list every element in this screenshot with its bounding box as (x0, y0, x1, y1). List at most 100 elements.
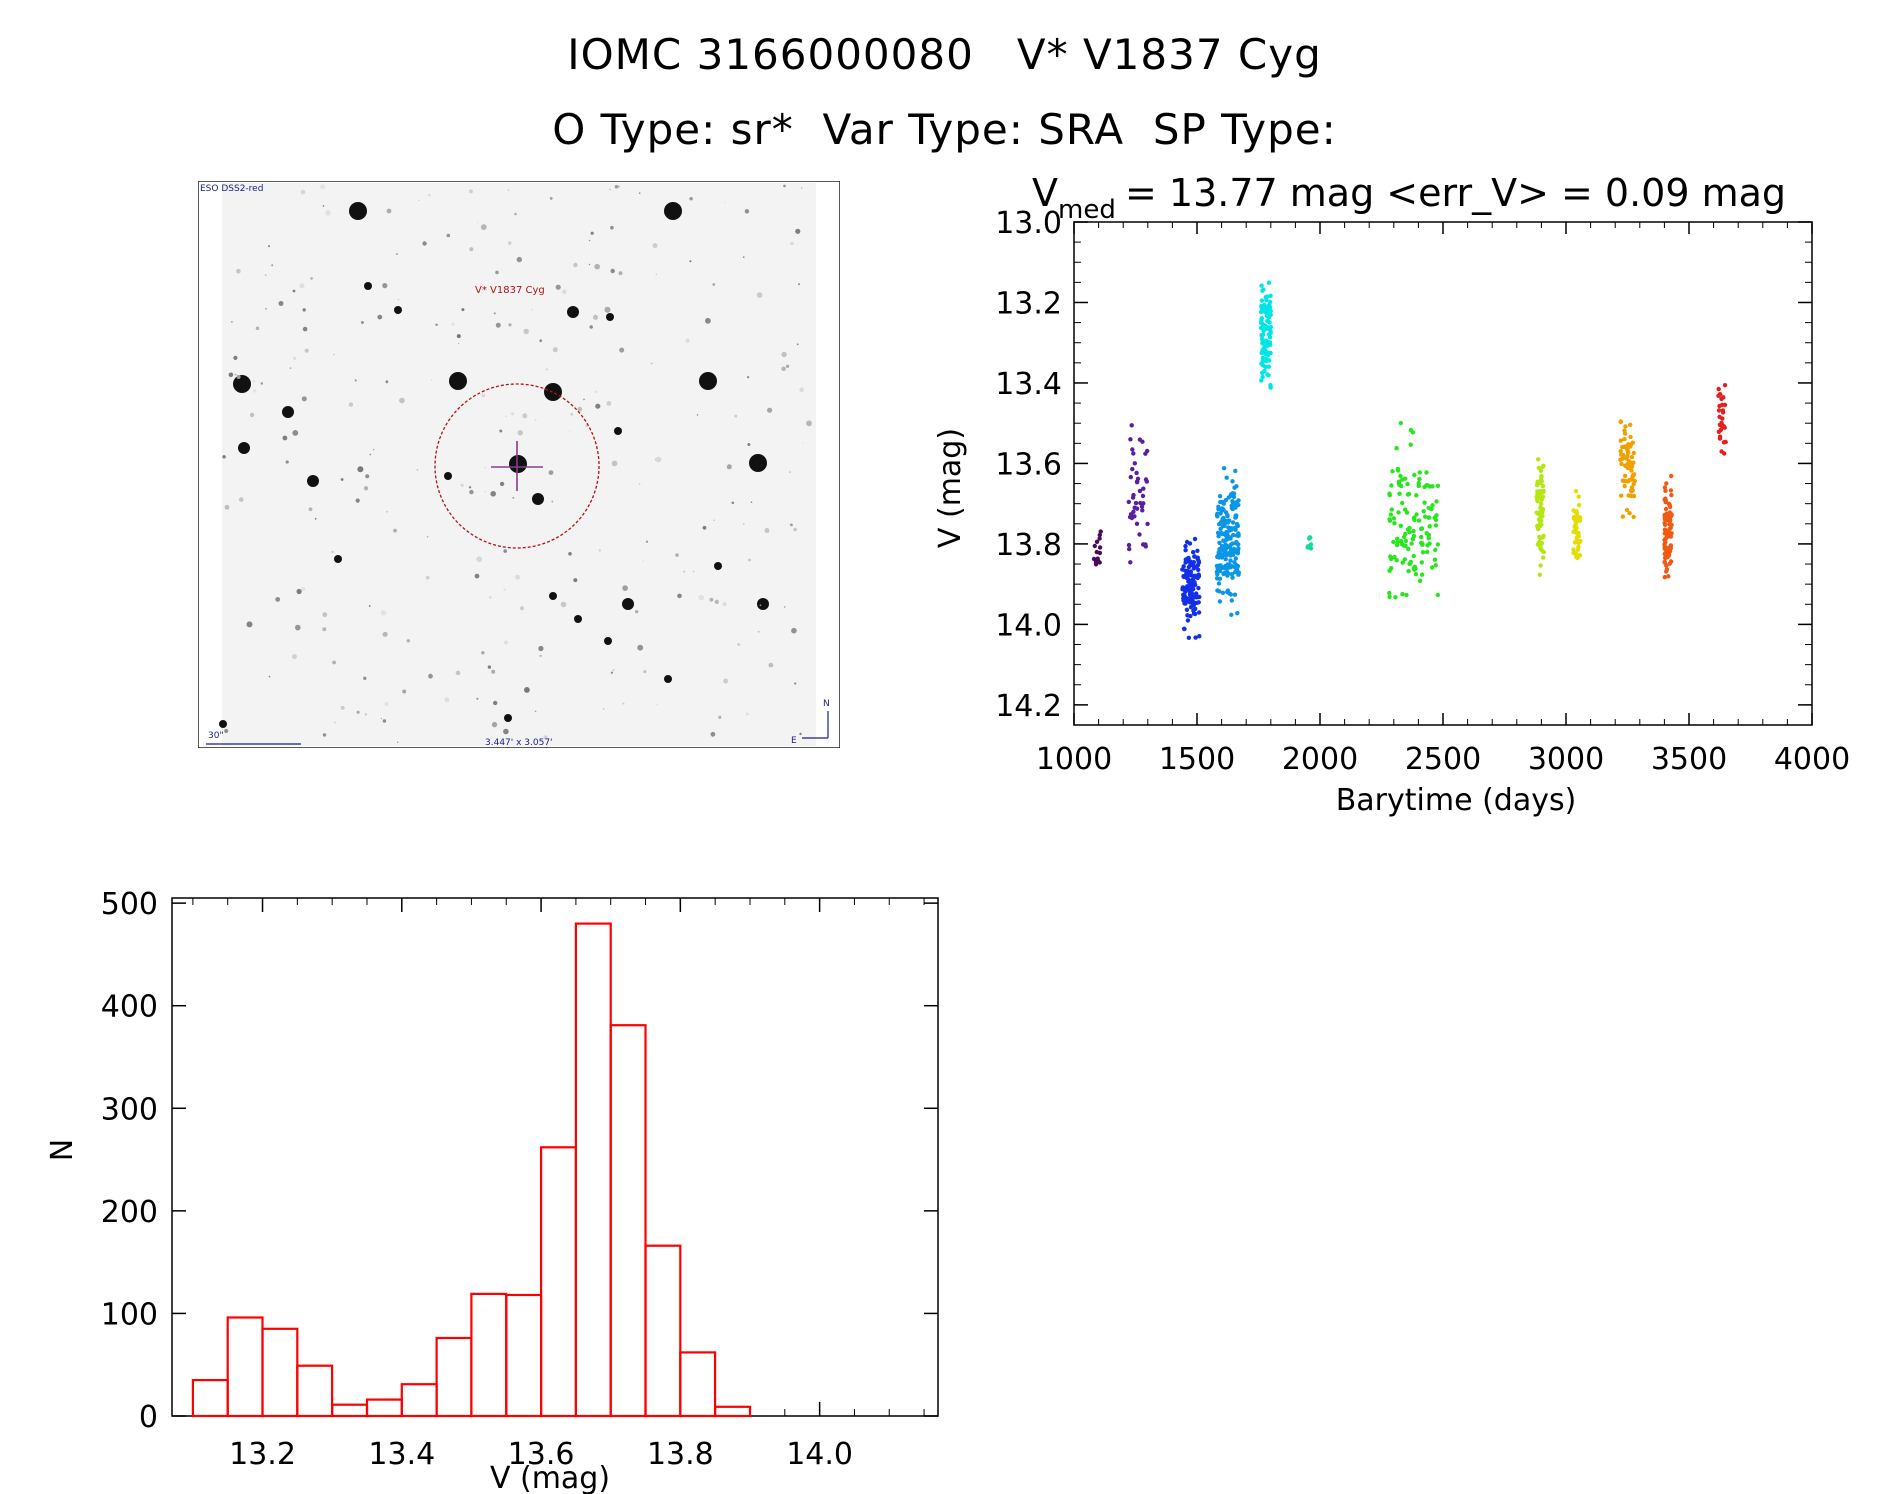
lc-point (1196, 567, 1201, 572)
lc-point (1576, 502, 1582, 508)
lc-point (1259, 283, 1264, 288)
faint-star (746, 376, 750, 379)
lc-point (1435, 483, 1441, 488)
lc-point (1574, 519, 1579, 524)
hist-plot-frame (171, 897, 939, 1417)
faint-star (606, 401, 612, 406)
lc-point (1538, 468, 1544, 473)
faint-star (622, 702, 625, 705)
faint-star (745, 712, 749, 716)
lc-point (1538, 495, 1543, 500)
lc-point (1260, 347, 1265, 353)
faint-star (618, 271, 623, 276)
star (614, 427, 622, 435)
lc-point (1538, 546, 1543, 552)
lc-point (1232, 560, 1237, 565)
lc-point (1387, 568, 1392, 573)
lc-point (1235, 548, 1241, 553)
magnitude-histogram: 0 100 200 300 400 500 13.2 13.4 13.6 13.8 14.0 V (… (45, 887, 939, 1494)
lc-point (1130, 466, 1135, 472)
faint-star (231, 321, 233, 323)
faint-star (271, 264, 274, 267)
lc-point (1260, 370, 1265, 376)
lc-point (1398, 473, 1403, 479)
faint-star (444, 697, 450, 703)
hist-ytick-label: 0 (139, 1400, 158, 1435)
faint-star (723, 678, 729, 684)
faint-star (491, 669, 496, 674)
faint-star (714, 599, 719, 605)
lc-point (1232, 592, 1238, 597)
faint-star (422, 241, 427, 246)
star (334, 555, 342, 563)
faint-star (523, 328, 529, 335)
faint-star (302, 326, 308, 332)
lc-point (1191, 560, 1196, 565)
field-stars (219, 184, 812, 743)
lc-point (1434, 499, 1439, 504)
lc-point (1723, 439, 1728, 445)
faint-star (549, 197, 553, 200)
faint-star (435, 323, 438, 326)
lc-point (1094, 539, 1100, 544)
faint-star (689, 260, 692, 263)
faint-star (499, 481, 505, 487)
lc-point (1411, 553, 1416, 559)
lc-point (1406, 546, 1411, 552)
faint-star (503, 588, 507, 591)
faint-star (236, 268, 241, 274)
hist-bar (609, 1024, 647, 1418)
lc-point (1663, 496, 1668, 501)
lc-point (1618, 449, 1623, 454)
faint-star (638, 192, 641, 195)
lc-point (1395, 468, 1401, 473)
faint-star (369, 453, 372, 456)
lc-point (1407, 525, 1412, 531)
lc-point (1395, 536, 1400, 541)
lc-point (1668, 559, 1674, 564)
lc-point (1196, 585, 1201, 591)
lc-point (1266, 364, 1271, 369)
lc-point (1182, 626, 1187, 632)
faint-star (354, 379, 357, 382)
lc-point (1406, 568, 1411, 574)
faint-star (534, 710, 537, 713)
lc-point (1625, 444, 1631, 450)
faint-star (698, 594, 705, 601)
lc-point (1535, 479, 1540, 484)
faint-star (798, 283, 800, 286)
star (238, 442, 250, 454)
lc-point (1662, 512, 1667, 518)
faint-star (799, 732, 802, 736)
faint-star (380, 718, 382, 720)
faint-star (357, 466, 364, 473)
lc-point (1417, 470, 1422, 475)
lc-point (1536, 457, 1541, 462)
lc-point (1091, 556, 1097, 562)
lc-point (1387, 590, 1392, 596)
lc-point (1216, 555, 1222, 560)
lc-point (1266, 373, 1271, 378)
lc-point (1263, 295, 1268, 300)
lc-ytick-label: 14.2 (995, 689, 1062, 724)
lc-point (1231, 546, 1237, 552)
lc-point (1230, 552, 1236, 557)
lc-point (1623, 473, 1628, 478)
faint-star (468, 486, 472, 489)
faint-star (451, 323, 455, 326)
lc-point (1422, 500, 1427, 505)
page-title: IOMC 3166000080 V* V1837 Cyg (567, 30, 1322, 79)
faint-star (573, 578, 578, 583)
lc-point (1231, 532, 1236, 538)
star (282, 406, 294, 418)
star (509, 455, 527, 473)
lc-point (1419, 572, 1425, 577)
lc-ytick-label: 14.0 (995, 608, 1062, 643)
faint-star (756, 292, 763, 298)
faint-star (296, 588, 302, 595)
lc-point (1268, 385, 1273, 390)
lc-point (1425, 549, 1430, 555)
lc-point (1391, 539, 1396, 545)
faint-star (503, 728, 509, 735)
faint-star (499, 429, 503, 433)
